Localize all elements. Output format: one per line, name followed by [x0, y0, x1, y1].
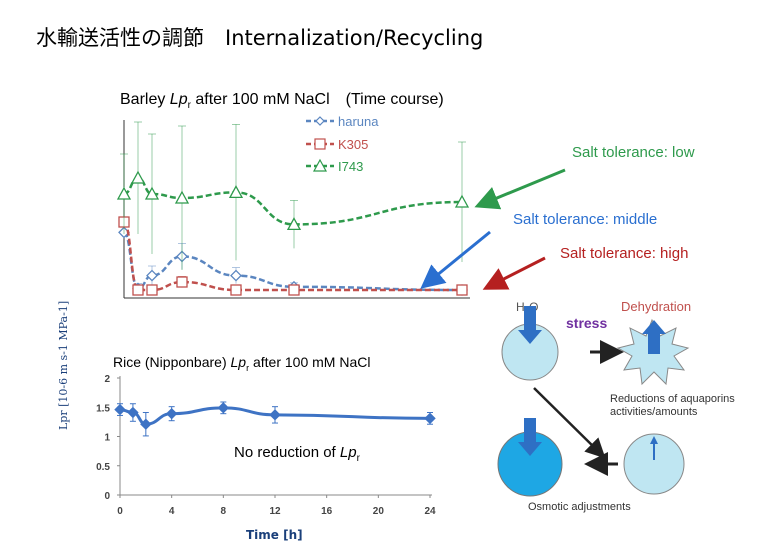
- no-reduction-sub: r: [356, 453, 360, 464]
- point-I743-5: [286, 217, 302, 231]
- slide-title: 水輸送活性の調節 Internalization/Recycling: [36, 26, 484, 50]
- point-I743-3: [174, 190, 190, 204]
- rice-xtick-0: 0: [117, 506, 123, 517]
- rice-xtick-2: 8: [221, 506, 227, 517]
- point-I743-0: [116, 186, 132, 200]
- barley-series-layer: [116, 121, 470, 296]
- rice-ytick-1: 0.5: [96, 462, 110, 473]
- barley-title-lp: Lp: [169, 91, 188, 108]
- point-K305-4: [230, 284, 242, 296]
- legend-marker-haruna: [315, 116, 325, 126]
- rice-ticks-layer: 00.511.520 4 8 12 16 20 24: [96, 374, 436, 517]
- water-recovery-arrow-icon: [518, 442, 542, 456]
- legend-label-k305: K305: [338, 137, 368, 152]
- small-arrow-icon: [650, 436, 658, 444]
- legend-entry-k305: K305: [306, 137, 368, 152]
- legend-marker-k305: [314, 138, 326, 150]
- rice-y-axis-label: Lpr [10-6 m s-1 MPa-1]: [57, 300, 70, 430]
- h2o-h: H: [516, 300, 525, 314]
- rice-point-4: [217, 402, 230, 414]
- point-K305-6: [456, 284, 468, 296]
- barley-legend: haruna K305 I743: [306, 114, 379, 174]
- barley-chart-title: Barley Lpr after 100 mM NaCl (Time cours…: [120, 85, 444, 111]
- water-outflow-arrow-shaft: [648, 332, 660, 354]
- rice-series-layer: [114, 401, 436, 437]
- point-I743-4: [228, 185, 244, 199]
- arrow-to-osmotic: [533, 387, 606, 459]
- point-K305-2: [146, 284, 158, 296]
- tolerance-low-label: Salt tolerance: low: [572, 144, 695, 161]
- rice-point-1: [127, 406, 139, 419]
- legend-label-haruna: haruna: [338, 114, 379, 129]
- rice-ytick-4: 2: [104, 374, 110, 385]
- water-outflow-arrow-icon: [642, 320, 666, 334]
- barley-line-haruna: [122, 231, 463, 292]
- tolerance-middle-label: Salt tolerance: middle: [513, 211, 658, 228]
- rice-point-0: [114, 403, 126, 416]
- no-reduction-label: No reduction of Lpr: [234, 444, 360, 464]
- aquaporin-diagram: H2O Dehydration stress Reductions of aqu…: [492, 290, 772, 520]
- osmotic-label: Osmotic adjustments: [528, 501, 631, 513]
- rice-xtick-5: 20: [373, 506, 385, 517]
- water-recovery-arrow-shaft: [524, 418, 536, 444]
- rice-title-lp: Lp: [230, 354, 247, 370]
- legend-label-i743: I743: [338, 159, 363, 174]
- rice-ytick-0: 0: [104, 491, 110, 502]
- barley-line-K305: [122, 220, 462, 292]
- rice-point-5: [269, 409, 281, 421]
- point-K305-5: [288, 284, 300, 296]
- rice-title-rest: after 100 mM NaCl: [249, 354, 371, 370]
- point-I743-1: [130, 170, 146, 184]
- barley-title-part: Barley: [120, 91, 170, 108]
- point-K305-3: [176, 276, 188, 288]
- point-haruna-4: [230, 269, 242, 282]
- rice-xtick-3: 12: [269, 506, 281, 517]
- cell-recovering-icon: [623, 433, 685, 495]
- rice-ytick-2: 1: [104, 433, 110, 444]
- rice-title-sub: r: [246, 362, 250, 373]
- no-reduction-text: No reduction of: [234, 444, 340, 461]
- arrow-tolerance-low: [474, 168, 566, 210]
- legend-entry-i743: I743: [306, 158, 363, 174]
- no-reduction-lp: Lp: [339, 444, 357, 461]
- arrow-tolerance-middle: [420, 230, 491, 289]
- rice-ytick-3: 1.5: [96, 403, 110, 414]
- rice-x-axis-label: Time [h]: [246, 528, 303, 542]
- reductions-line2: activities/amounts: [610, 406, 698, 418]
- stress-label: stress: [566, 315, 607, 331]
- dehydration-label: Dehydration: [621, 299, 691, 314]
- rice-xtick-1: 4: [169, 506, 175, 517]
- rice-xtick-6: 24: [424, 506, 436, 517]
- reductions-line1: Reductions of aquaporins: [610, 393, 735, 405]
- barley-title-sub: r: [187, 100, 191, 112]
- rice-point-3: [165, 407, 178, 420]
- rice-title-part: Rice (Nipponbare): [113, 354, 231, 370]
- barley-line-I743: [123, 176, 463, 226]
- rice-point-6: [424, 412, 436, 425]
- arrow-tolerance-high: [482, 256, 546, 290]
- point-haruna-2: [146, 269, 158, 282]
- legend-marker-i743: [312, 158, 328, 172]
- barley-title-rest: after 100 mM NaCl (Time course): [190, 91, 444, 108]
- point-I743-2: [144, 186, 160, 200]
- legend-entry-haruna: haruna: [306, 114, 379, 129]
- tolerance-high-label: Salt tolerance: high: [560, 245, 689, 262]
- rice-xtick-4: 16: [321, 506, 333, 517]
- point-K305-1: [132, 284, 144, 296]
- point-I743-6: [454, 194, 470, 208]
- rice-point-2: [140, 418, 152, 430]
- water-inflow-arrow-shaft: [524, 306, 536, 332]
- water-inflow-arrow-icon: [518, 330, 542, 344]
- rice-chart-title: Rice (Nipponbare) Lpr after 100 mM NaCl: [113, 354, 370, 373]
